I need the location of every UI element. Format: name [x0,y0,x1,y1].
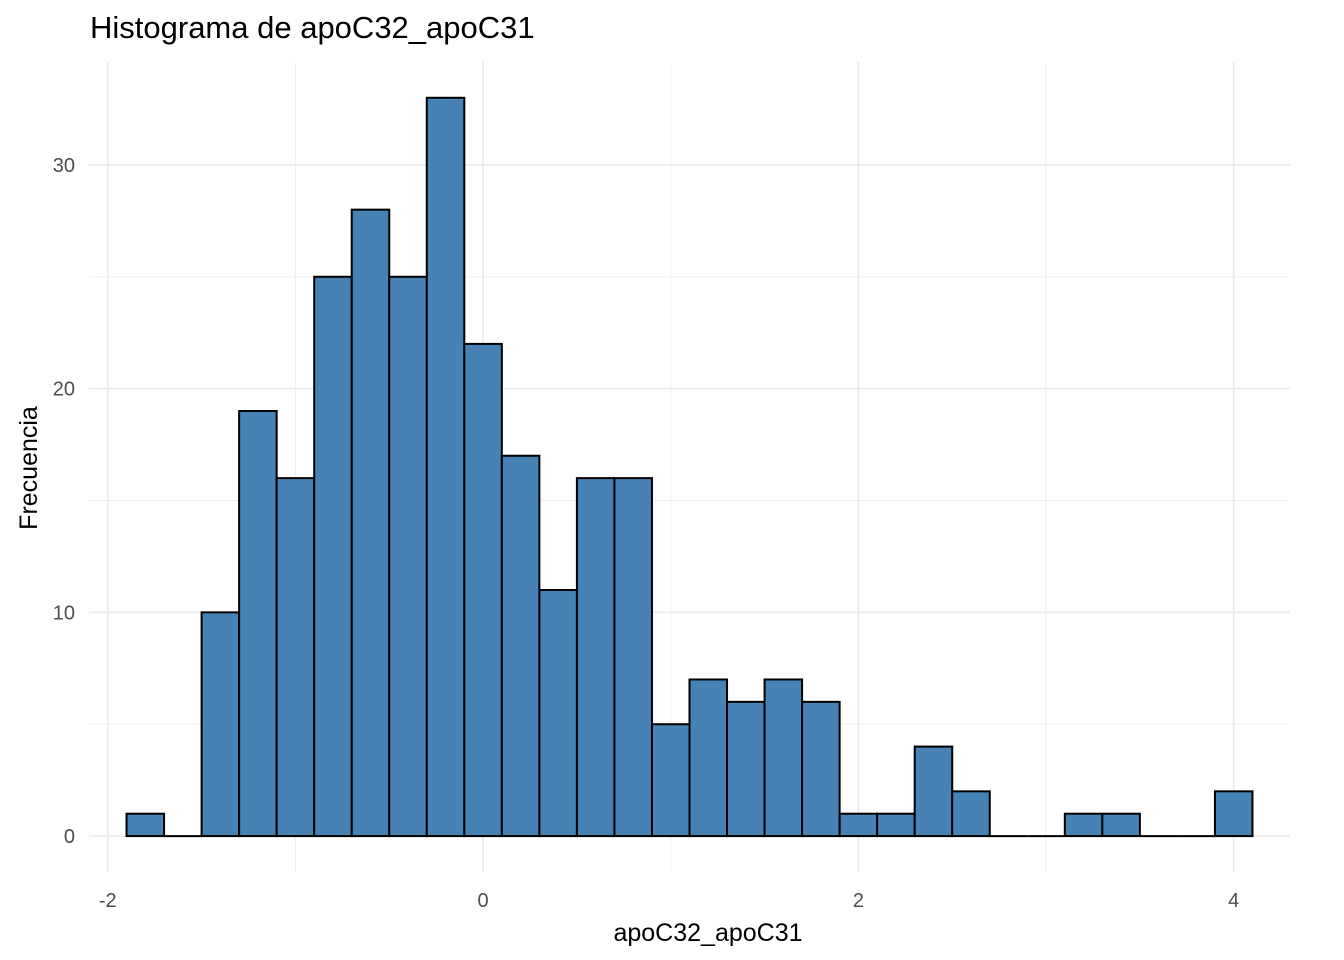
x-tick-label: -2 [99,890,117,912]
histogram-bar [1213,790,1254,838]
histogram-bar [425,96,466,838]
histogram-bar [650,723,691,838]
histogram-bar [726,700,766,838]
histogram-bar [1101,812,1141,838]
histogram-bar [876,812,916,838]
y-axis-title: Frecuencia [15,406,43,530]
x-tick-label: 4 [1228,890,1239,912]
axis-ticks: -2 0 2 4 0 10 20 30 [53,155,1240,912]
histogram-bars [125,96,1254,838]
chart-title: Histograma de apoC32_apoC31 [90,10,535,45]
histogram-bar [688,678,729,838]
y-tick-label: 20 [53,379,75,401]
histogram-bar [838,812,879,838]
histogram-bar [538,588,578,838]
histogram-bar [575,477,616,838]
y-tick-label: 0 [64,826,75,848]
y-tick-label: 10 [53,602,75,624]
histogram-bar [1063,812,1104,838]
histogram-bar [350,208,391,838]
histogram-bar [200,611,241,838]
x-tick-label: 0 [478,890,489,912]
histogram-bar [275,477,316,838]
histogram-bar [388,275,428,838]
histogram-bar [763,678,804,838]
histogram-bar [801,700,841,838]
histogram-bar [463,342,503,838]
histogram-bar [951,790,991,838]
histogram-bar [613,477,653,838]
x-tick-label: 2 [853,890,864,912]
histogram-bar [913,745,954,838]
histogram-bar [500,454,541,838]
x-axis-title: apoC32_apoC31 [613,919,802,947]
histogram-bar [313,275,353,838]
histogram-bar [238,410,278,838]
histogram-bar [125,812,166,838]
y-tick-label: 30 [53,155,75,177]
